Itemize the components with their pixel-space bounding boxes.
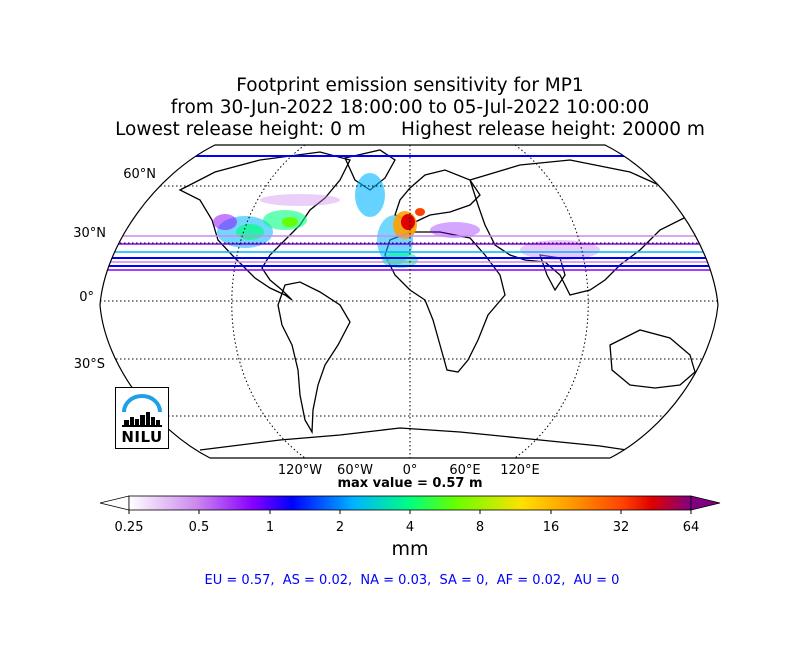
coastlines [178, 149, 696, 453]
lon-label-120w: 120°W [277, 463, 323, 478]
colorbar-tick: 0.25 [114, 520, 144, 535]
colorbar-tick: 0.5 [188, 520, 210, 535]
lon-label-60w: 60°W [337, 463, 373, 478]
figure-title-line3: Lowest release height: 0 m Highest relea… [115, 119, 705, 140]
europe-outline [394, 169, 481, 223]
colorbar-tick: 64 [682, 520, 700, 535]
antarctica-outline [199, 427, 641, 453]
colorbar-tick: 16 [542, 520, 560, 535]
lat-label-30n: 30°N [73, 226, 106, 241]
lon-label-0: 0° [402, 463, 418, 478]
lon-label-120e: 120°E [500, 463, 540, 478]
australia-outline [609, 329, 696, 389]
region-stats: EU = 0.57, AS = 0.02, NA = 0.03, SA = 0,… [204, 573, 620, 588]
figure-title-line1: Footprint emission sensitivity for MP1 [236, 75, 584, 96]
colorbar-unit-label: mm [391, 538, 429, 560]
south-america-outline [277, 281, 351, 435]
colorbar-tick: 2 [335, 520, 345, 535]
logo-icon [122, 394, 162, 427]
logo-text: NILU [121, 428, 163, 446]
lon-label-60e: 60°E [449, 463, 481, 478]
map-area [100, 145, 718, 458]
nilu-logo: NILU [115, 387, 169, 449]
asia-outline [469, 159, 692, 296]
india-outline [539, 254, 566, 292]
graticule [100, 145, 718, 458]
lat-label-0: 0° [79, 290, 94, 305]
lat-label-30s: 30°S [73, 357, 105, 372]
greenland-outline [344, 149, 396, 191]
colorbar-tick: 1 [265, 520, 275, 535]
colorbar-tick: 32 [612, 520, 630, 535]
max-value-label: max value = 0.57 m [337, 476, 483, 491]
map-boundary [99, 144, 719, 459]
figure-title-line2: from 30-Jun-2022 18:00:00 to 05-Jul-2022… [170, 97, 650, 118]
colorbar [99, 495, 721, 514]
colorbar-tick: 4 [405, 520, 415, 535]
colorbar-tick: 8 [475, 520, 485, 535]
lat-label-60n: 60°N [123, 167, 156, 182]
